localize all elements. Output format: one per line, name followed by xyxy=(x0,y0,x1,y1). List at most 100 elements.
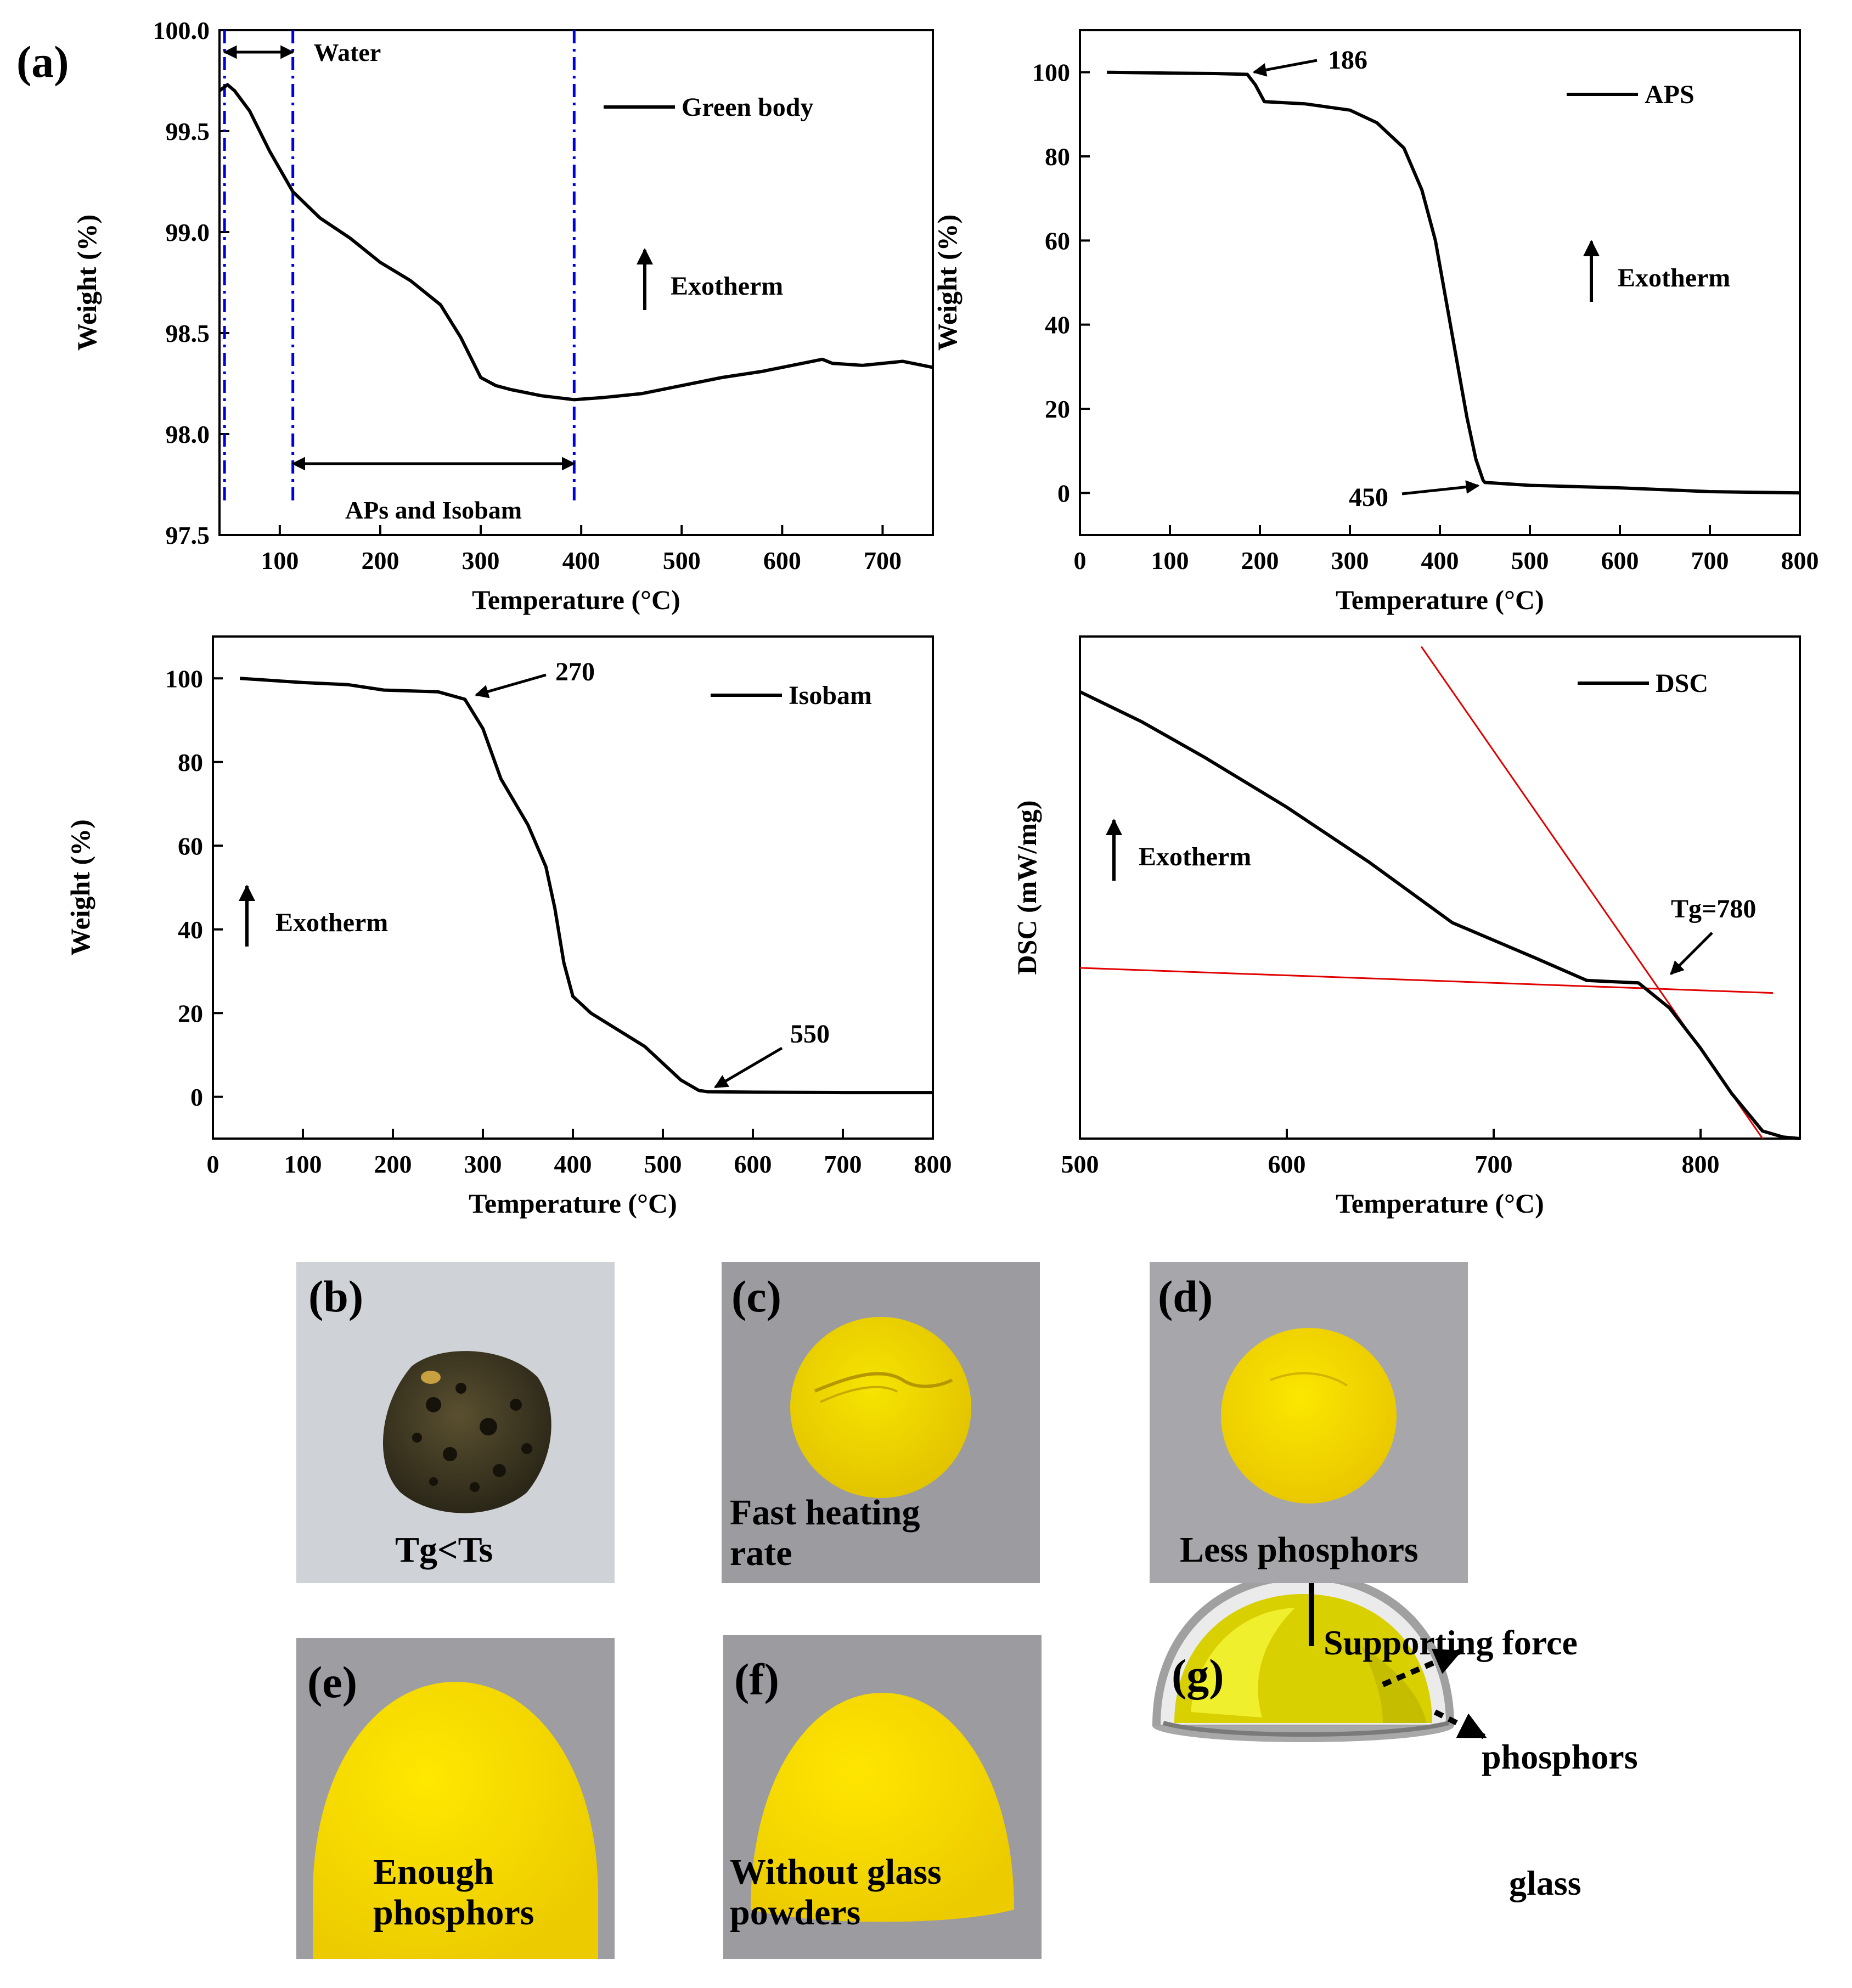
photo-label: (f) xyxy=(734,1654,779,1704)
chart-isobam: 0 100 200 300 400 500 600 700 800 0 20 40 60 80 100 Tem… xyxy=(65,635,952,1219)
photo-caption-line: powders xyxy=(730,1893,861,1933)
x-tick-label: 100 xyxy=(284,1150,322,1178)
photo-label: (c) xyxy=(731,1271,782,1321)
series-line-dsc xyxy=(1079,690,1800,1140)
y-tick-label: 20 xyxy=(178,999,203,1027)
y-tick-label: 98.0 xyxy=(166,420,210,448)
end-label: 550 xyxy=(790,1020,830,1049)
y-tick-label: 40 xyxy=(1045,311,1070,339)
x-tick-label: 300 xyxy=(1331,547,1369,575)
x-axis-title: Temperature (°C) xyxy=(469,1188,677,1219)
x-tick-label: 200 xyxy=(1241,547,1279,575)
dome-sample-image xyxy=(296,1638,615,1959)
x-tick-label: 500 xyxy=(1511,547,1549,575)
exotherm-label: Exotherm xyxy=(1618,263,1730,292)
y-tick-label: 100 xyxy=(1032,59,1070,87)
x-tick-label: 0 xyxy=(207,1150,219,1178)
exotherm-label: Exotherm xyxy=(275,908,388,937)
x-tick-label: 800 xyxy=(914,1150,952,1178)
x-tick-label: 800 xyxy=(1781,547,1819,575)
burnt-sample-image xyxy=(296,1262,615,1583)
y-axis-title: DSC (mW/mg) xyxy=(1011,800,1042,975)
dome-sample-no-glass-image xyxy=(723,1635,1042,1959)
onset-arrow xyxy=(474,673,547,699)
photo-caption-line: Fast heating xyxy=(730,1493,920,1533)
photo-caption-line: Without glass xyxy=(730,1852,942,1892)
plot-frame xyxy=(212,635,934,1140)
x-tick-label: 700 xyxy=(824,1150,862,1178)
legend-label: DSC xyxy=(1656,669,1708,698)
y-tick-label: 60 xyxy=(178,832,203,860)
y-tick-label: 40 xyxy=(178,916,203,944)
y-tick-label: 0 xyxy=(190,1083,203,1111)
y-tick-label: 0 xyxy=(1057,479,1070,507)
supporting-force-label: Supporting force xyxy=(1324,1623,1578,1662)
schematic-g xyxy=(1152,1539,1487,1742)
panel-a-label: (a) xyxy=(16,37,69,87)
chart-aps: 0 100 200 300 400 500 600 700 800 0 20 40 60 80 100 Tem… xyxy=(932,29,1819,615)
chart-green: 100 200 300 400 500 600 700 97.5 98.0 98.5 99.0 99.… xyxy=(71,16,934,615)
x-tick-label: 400 xyxy=(1421,547,1459,575)
y-tick-label: 20 xyxy=(1045,395,1070,423)
onset-arrow xyxy=(1252,59,1318,77)
series-line-isobam xyxy=(240,677,933,1095)
panel-g-label: (g) xyxy=(1172,1650,1224,1700)
x-tick-label: 300 xyxy=(462,547,500,575)
end-label: 450 xyxy=(1349,483,1388,512)
photo-label: (d) xyxy=(1158,1271,1213,1321)
photo-b: (b) Tg<Ts xyxy=(296,1262,615,1583)
x-tick-label: 100 xyxy=(1151,547,1189,575)
exotherm-label: Exotherm xyxy=(671,272,783,301)
y-tick-label: 97.5 xyxy=(166,521,210,549)
cracked-sample-image xyxy=(722,1262,1040,1583)
exotherm-label: Exotherm xyxy=(1139,842,1251,871)
x-tick-label: 700 xyxy=(1475,1150,1513,1178)
x-tick-label: 600 xyxy=(763,547,801,575)
x-tick-label: 800 xyxy=(1682,1150,1720,1178)
photo-e: (e) Enough phosphors xyxy=(296,1638,615,1959)
photo-d: (d) Less phosphors xyxy=(1150,1262,1468,1583)
y-tick-label: 100 xyxy=(165,664,203,692)
series-line-green xyxy=(218,83,933,402)
legend-label: Green body xyxy=(682,93,813,122)
x-tick-label: 200 xyxy=(374,1150,412,1178)
tg-label: Tg=780 xyxy=(1671,894,1756,923)
chart-dsc: 500 600 700 800 Temperature (°C) DSC (mW/mg) D… xyxy=(1011,635,1801,1219)
x-tick-label: 600 xyxy=(1601,547,1639,575)
end-arrow xyxy=(714,1046,783,1089)
x-axis-title: Temperature (°C) xyxy=(1336,584,1544,615)
photo-label: (e) xyxy=(307,1657,358,1707)
y-axis-title: Weight (%) xyxy=(71,215,102,351)
y-tick-label: 98.5 xyxy=(166,319,210,347)
y-tick-label: 99.0 xyxy=(166,218,210,246)
legend-label: APS xyxy=(1645,80,1695,109)
x-tick-label: 200 xyxy=(361,547,399,575)
onset-label: 186 xyxy=(1328,46,1367,75)
x-tick-label: 700 xyxy=(1691,547,1729,575)
phosphors-label: phosphors xyxy=(1482,1737,1638,1776)
water-label: Water xyxy=(314,38,381,66)
plot-frame xyxy=(1079,635,1801,1140)
x-axis-title: Temperature (°C) xyxy=(472,584,680,615)
onset-label: 270 xyxy=(555,657,595,686)
x-tick-label: 500 xyxy=(663,547,701,575)
y-tick-label: 60 xyxy=(1045,227,1070,255)
photo-caption-line: Tg<Ts xyxy=(395,1530,493,1570)
small-yellow-sample-image xyxy=(1150,1262,1468,1583)
x-tick-label: 400 xyxy=(562,547,600,575)
charts-group: 100 200 300 400 500 600 70097.598.098.599.099.… xyxy=(65,16,1819,1219)
x-tick-label: 500 xyxy=(1061,1150,1099,1178)
legend-label: Isobam xyxy=(789,681,872,710)
y-tick-label: 100.0 xyxy=(153,16,210,44)
photo-caption-line: Enough xyxy=(373,1852,494,1892)
photo-caption-line: rate xyxy=(730,1533,792,1573)
glass-label: glass xyxy=(1509,1863,1581,1902)
tangent-line xyxy=(1079,967,1774,994)
plot-frame xyxy=(218,29,934,536)
x-tick-label: 700 xyxy=(864,547,902,575)
x-axis-title: Temperature (°C) xyxy=(1336,1188,1544,1219)
y-tick-label: 80 xyxy=(178,748,203,776)
series-line-aps xyxy=(1107,70,1800,495)
y-tick-label: 80 xyxy=(1045,143,1070,171)
